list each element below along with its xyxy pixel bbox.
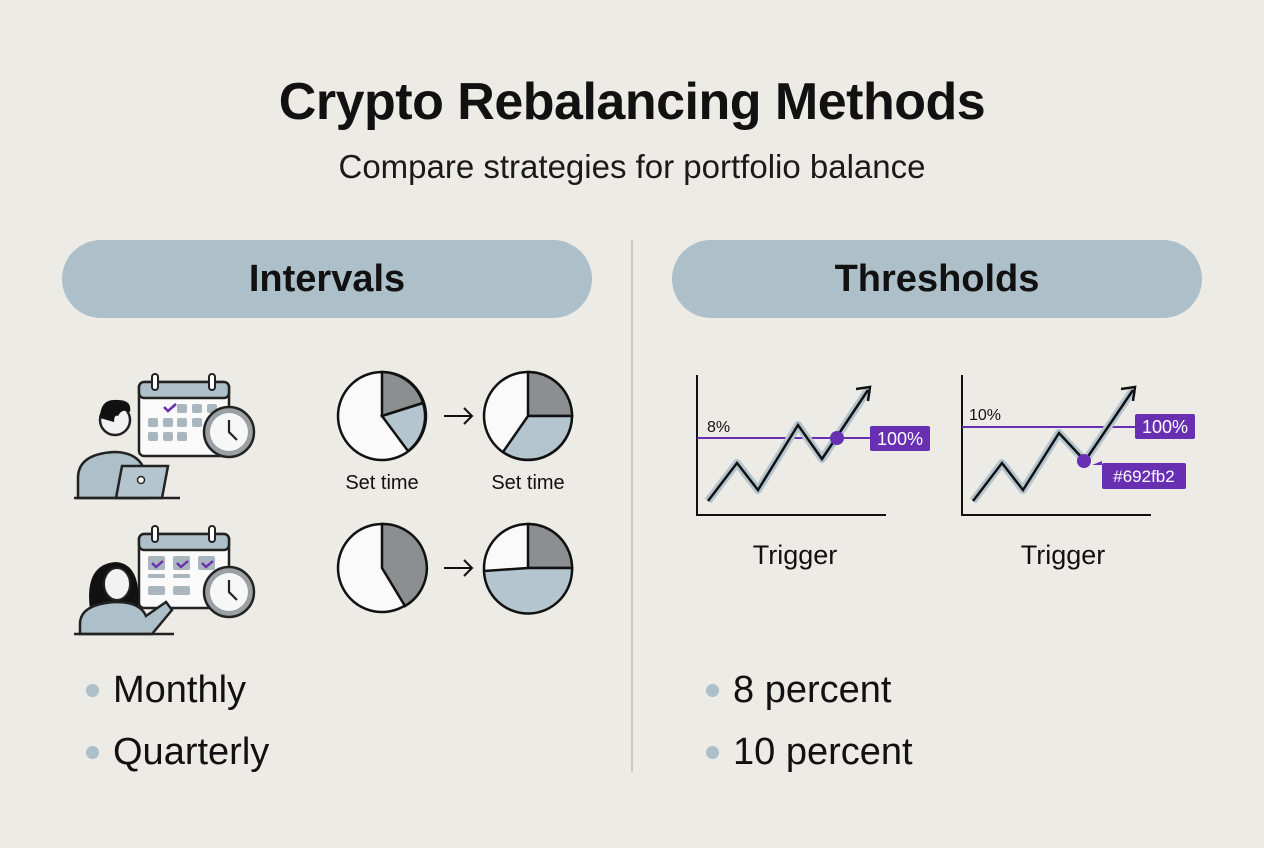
bullet-text: Quarterly <box>113 730 270 773</box>
list-item: Quarterly <box>86 721 269 783</box>
thresholds-heading: Thresholds <box>672 240 1202 318</box>
intervals-heading-label: Intervals <box>248 257 406 300</box>
threshold-chart-10: 100% #692fb2 10% <box>961 375 1195 516</box>
woman-calendar-icon <box>74 525 256 636</box>
bullet-dot <box>706 683 719 697</box>
pie-after-caption: Set time <box>491 472 565 494</box>
thresholds-bullet-list: 8 percent 10 percent <box>706 659 913 783</box>
bullet-dot <box>706 745 719 759</box>
man-laptop-calendar-icon <box>74 373 256 500</box>
bullet-dot <box>86 683 99 697</box>
threshold-chart-8: 100% 8% <box>696 375 930 516</box>
target-badge: 100% <box>1142 417 1188 437</box>
intervals-heading: Intervals <box>62 240 592 318</box>
page-title: Crypto Rebalancing Methods <box>278 73 986 131</box>
list-item: 8 percent <box>706 659 913 721</box>
arrow-right-icon <box>444 407 474 425</box>
bullet-dot <box>86 745 99 759</box>
threshold-label: 10% <box>969 407 1001 424</box>
pie-after-icon <box>482 370 574 462</box>
thresholds-heading-label: Thresholds <box>834 257 1040 300</box>
bullet-text: 10 percent <box>733 730 913 773</box>
target-badge: 100% <box>877 429 923 449</box>
threshold-label: 8% <box>707 419 730 436</box>
list-item: 10 percent <box>706 721 913 783</box>
bullet-text: Monthly <box>113 668 247 711</box>
pie-rebalance-row-2 <box>336 522 574 615</box>
chart-caption: Trigger <box>1020 540 1106 570</box>
page-subtitle: Compare strategies for portfolio balance <box>338 148 926 185</box>
pie-before-icon <box>336 370 428 462</box>
intervals-bullet-list: Monthly Quarterly <box>86 659 269 783</box>
chart-caption: Trigger <box>752 540 838 570</box>
point-badge: #692fb2 <box>1113 467 1174 486</box>
bullet-text: 8 percent <box>733 668 892 711</box>
pie-before-caption: Set time <box>345 472 419 494</box>
pie-rebalance-row-1 <box>336 370 574 462</box>
list-item: Monthly <box>86 659 269 721</box>
column-divider <box>631 240 633 772</box>
